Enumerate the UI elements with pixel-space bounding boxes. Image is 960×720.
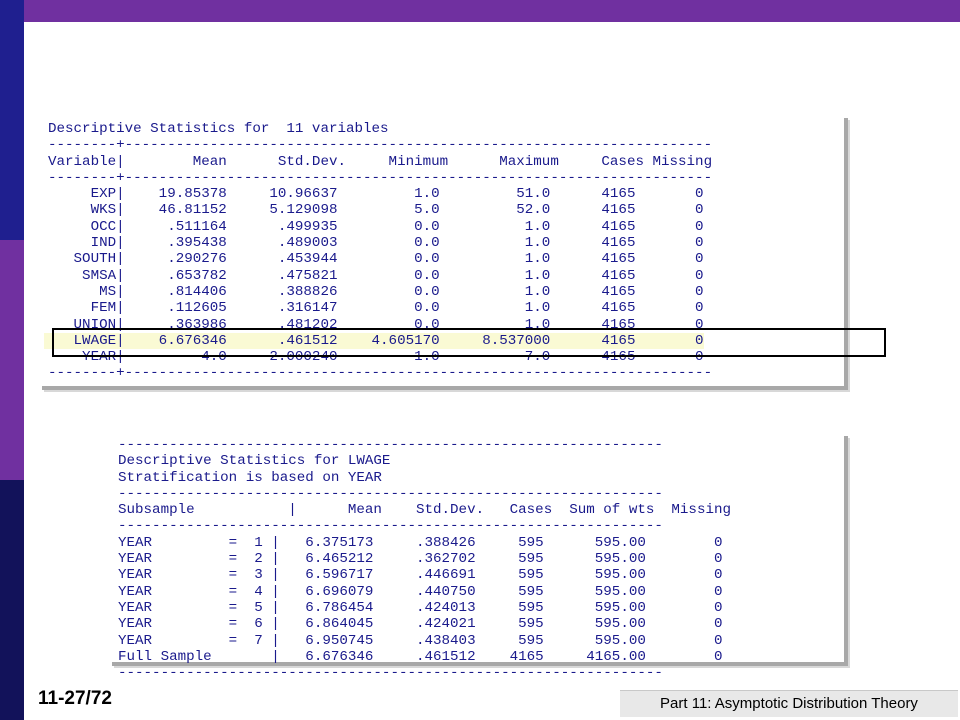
left-accent-bar-middle <box>0 240 24 480</box>
slide-number: 11-27/72 <box>38 688 112 709</box>
table1-row-wks: WKS| 46.81152 5.129098 5.0 52.0 4165 0 <box>48 202 704 219</box>
table2-row-year-4: YEAR = 4 | 6.696079 .440750 595 595.00 0 <box>118 583 723 600</box>
table1-row-ms: MS| .814406 .388826 0.0 1.0 4165 0 <box>48 283 704 300</box>
table1-title: Descriptive Statistics for 11 variables <box>48 121 389 137</box>
top-accent-bar <box>0 0 960 22</box>
table1-rule-mid: --------+-------------------------------… <box>48 169 713 186</box>
table1-row-south: SOUTH| .290276 .453944 0.0 1.0 4165 0 <box>48 251 704 268</box>
table1-rule-top: --------+-------------------------------… <box>48 137 713 154</box>
table1-row-exp: EXP| 19.85378 10.96637 1.0 51.0 4165 0 <box>48 186 704 203</box>
table2-title-line2: Stratification is based on YEAR <box>118 469 382 486</box>
table2-row-year-3: YEAR = 3 | 6.596717 .446691 595 595.00 0 <box>118 567 723 584</box>
stratified-statistics-panel: ----------------------------------------… <box>112 436 848 681</box>
table2-row-year-2: YEAR = 2 | 6.465212 .362702 595 595.00 0 <box>118 551 723 568</box>
table2-row-year-7: YEAR = 7 | 6.950745 .438403 595 595.00 0 <box>118 632 723 649</box>
table2-rule-header-top: ----------------------------------------… <box>118 485 663 502</box>
table1-row-ind: IND| .395438 .489003 0.0 1.0 4165 0 <box>48 235 704 252</box>
descriptive-statistics-output: Descriptive Statistics for 11 variables … <box>44 121 713 382</box>
table1-row-year: YEAR| 4.0 2.000240 1.0 7.0 4165 0 <box>48 349 704 366</box>
left-accent-bar-bottom <box>0 480 24 720</box>
stratified-statistics-output: ----------------------------------------… <box>118 437 731 681</box>
table1-row-lwage: LWAGE| 6.676346 .461512 4.605170 8.53700… <box>44 332 704 349</box>
footer-title: Part 11: Asymptotic Distribution Theory <box>620 690 958 717</box>
table2-header: Subsample | Mean Std.Dev. Cases Sum of w… <box>118 502 731 519</box>
table1-rule-bottom: --------+-------------------------------… <box>48 365 713 382</box>
table2-title-line1: Descriptive Statistics for LWAGE <box>118 453 391 470</box>
table2-row-year-5: YEAR = 5 | 6.786454 .424013 595 595.00 0 <box>118 599 723 616</box>
table1-header: Variable| Mean Std.Dev. Minimum Maximum … <box>48 153 713 170</box>
table2-rule-header-bottom: ----------------------------------------… <box>118 518 663 535</box>
left-accent-bar-top <box>0 0 24 240</box>
table1-row-fem: FEM| .112605 .316147 0.0 1.0 4165 0 <box>48 300 704 317</box>
table1-row-union: UNION| .363986 .481202 0.0 1.0 4165 0 <box>48 316 704 333</box>
descriptive-statistics-panel: Descriptive Statistics for 11 variables … <box>42 118 848 390</box>
table2-row-year-1: YEAR = 1 | 6.375173 .388426 595 595.00 0 <box>118 534 723 551</box>
table2-rule-bottom: ----------------------------------------… <box>118 665 663 682</box>
table2-row-year-6: YEAR = 6 | 6.864045 .424021 595 595.00 0 <box>118 616 723 633</box>
table1-row-occ: OCC| .511164 .499935 0.0 1.0 4165 0 <box>48 218 704 235</box>
table2-row-full-sample: Full Sample | 6.676346 .461512 4165 4165… <box>118 648 723 665</box>
table2-rule-top: ----------------------------------------… <box>118 437 663 453</box>
table1-row-smsa: SMSA| .653782 .475821 0.0 1.0 4165 0 <box>48 267 704 284</box>
